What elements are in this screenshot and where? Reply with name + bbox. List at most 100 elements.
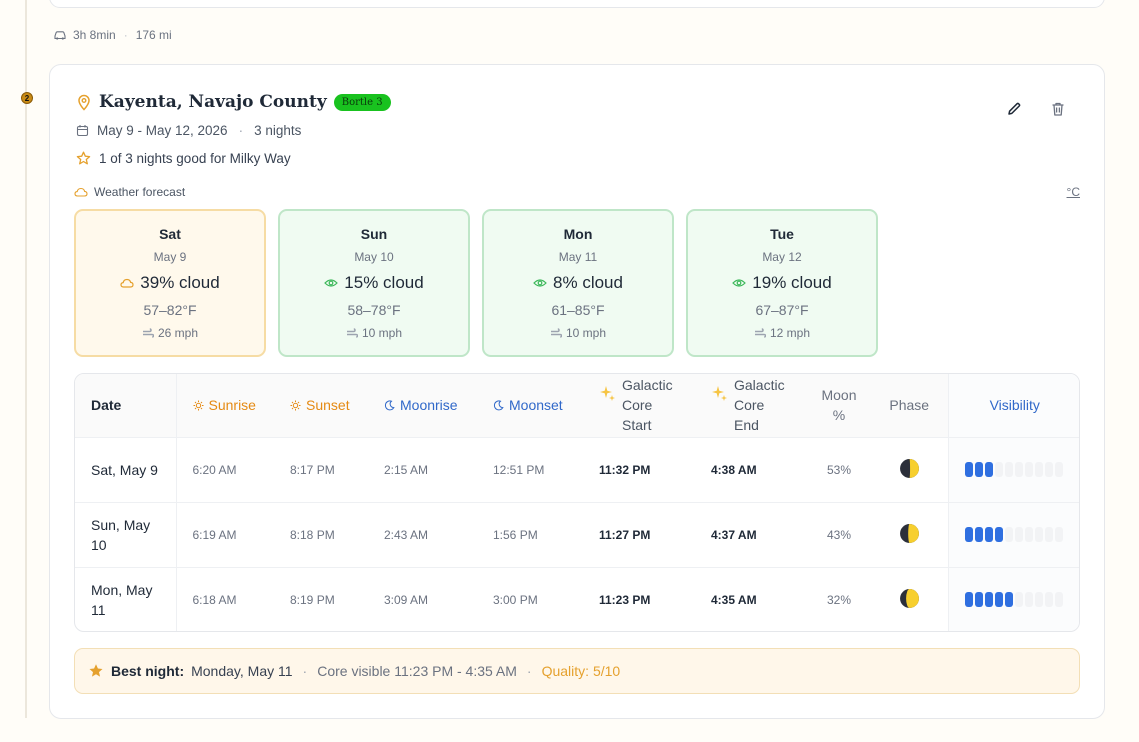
moon-phase-icon [899, 588, 919, 608]
forecast-card-sun[interactable]: Sun May 10 15% cloud 58–78°F 10 mph [278, 209, 470, 357]
forecast-cloud: 39% cloud [76, 273, 264, 293]
col-moonrise[interactable]: Moonrise [368, 374, 477, 437]
moon-lit-part [909, 458, 919, 478]
col-visibility[interactable]: Visibility [947, 374, 1079, 437]
map-pin-icon [78, 94, 90, 111]
visibility-bar-empty [1034, 462, 1043, 477]
row-core-end: 4:38 AM [711, 462, 757, 477]
row-date: Mon, May 11 [75, 567, 177, 631]
wind-icon [346, 328, 358, 338]
delete-button[interactable] [1048, 99, 1068, 119]
calendar-icon [76, 125, 89, 137]
visibility-bar-empty [994, 462, 1003, 477]
table-row[interactable]: Sat, May 9 6:20 AM 8:17 PM 2:15 AM 12:51… [75, 437, 1079, 502]
row-visibility [947, 437, 1079, 502]
table-row[interactable]: Mon, May 11 6:18 AM 8:19 PM 3:09 AM 3:00… [75, 567, 1079, 631]
row-moonset: 1:56 PM [493, 527, 538, 542]
col-core-end-l2: Core [734, 397, 765, 414]
best-night-date: Monday, May 11 [191, 663, 293, 679]
best-night-core: Core visible 11:23 PM - 4:35 AM [317, 663, 517, 679]
drive-separator: · [123, 28, 128, 42]
sun-icon [193, 400, 203, 411]
moon-lit-part [905, 588, 919, 608]
visibility-bar-filled [974, 592, 983, 608]
temperature-unit-toggle[interactable]: °C [1066, 185, 1080, 199]
col-phase[interactable]: Phase [889, 397, 930, 414]
sun-icon [290, 400, 301, 411]
cloud-icon [74, 187, 88, 197]
forecast-card-tue[interactable]: Tue May 12 19% cloud 67–87°F 12 mph [686, 209, 878, 357]
row-sunrise: 6:18 AM [192, 592, 237, 607]
visibility-bar-filled [984, 592, 993, 608]
visibility-bar-empty [1054, 527, 1063, 542]
visibility-bar-empty [1044, 592, 1053, 608]
timeline-line [25, 0, 27, 718]
row-moonrise: 2:15 AM [384, 462, 429, 477]
dates-separator: · [238, 123, 244, 138]
forecast-date: May 12 [762, 250, 802, 264]
trash-icon [1052, 102, 1064, 116]
visibility-bar-empty [1054, 592, 1063, 608]
col-sunrise[interactable]: Sunrise [176, 374, 274, 437]
col-moon-pct-l1: Moon [821, 387, 857, 404]
visibility-bar-empty [1004, 462, 1013, 477]
wind-icon [550, 328, 562, 338]
visibility-bar-empty [1034, 527, 1043, 542]
stop-title-row: Kayenta, Navajo County Bortle 3 [76, 92, 391, 112]
moon-icon [384, 400, 395, 411]
cloud-icon [120, 278, 134, 288]
stop-title: Kayenta, Navajo County [99, 92, 327, 112]
table-header-row: Date Sunrise Sunset Moonrise Moonset [75, 374, 1079, 437]
weather-forecast-title: Weather forecast [94, 185, 186, 199]
col-moon-pct[interactable]: Moon% [807, 374, 871, 437]
best-night-label: Best night: [111, 663, 185, 679]
forecast-card-mon[interactable]: Mon May 11 8% cloud 61–85°F 10 mph [482, 209, 674, 357]
visibility-bar-empty [1004, 527, 1013, 542]
col-sunset-label: Sunset [306, 397, 350, 414]
best-night-quality: Quality: 5/10 [541, 663, 621, 679]
visibility-bar-empty [1044, 527, 1053, 542]
forecast-date: May 9 [153, 250, 187, 264]
moon-icon [493, 400, 504, 411]
stop-nights: 3 nights [254, 123, 302, 138]
col-date[interactable]: Date [75, 374, 177, 437]
forecast-wind-text: 10 mph [361, 326, 403, 340]
row-moonset: 3:00 PM [493, 592, 538, 607]
moon-phase-icon [899, 523, 919, 543]
forecast-temp: 57–82°F [143, 302, 197, 318]
row-moonrise: 2:43 AM [384, 527, 429, 542]
row-date: Sat, May 9 [75, 437, 177, 502]
edit-button[interactable] [1004, 99, 1024, 119]
visibility-bar-empty [1034, 592, 1043, 608]
weather-forecast-label: Weather forecast [74, 185, 185, 199]
row-core-start: 11:27 PM [599, 527, 651, 542]
previous-stop-card[interactable] [49, 0, 1105, 8]
row-core-start: 11:32 PM [599, 462, 651, 477]
col-core-start[interactable]: Galactic Core Start [583, 374, 695, 437]
visibility-bar-filled [994, 592, 1003, 608]
forecast-wind-text: 12 mph [769, 326, 811, 340]
col-moonset[interactable]: Moonset [477, 374, 583, 437]
forecast-cloud-text: 19% cloud [752, 273, 832, 292]
table-row[interactable]: Sun, May 10 6:19 AM 8:18 PM 2:43 AM 1:56… [75, 502, 1080, 567]
col-core-start-l1: Galactic [622, 377, 673, 394]
pencil-icon [1008, 102, 1021, 115]
row-sunset: 8:18 PM [290, 527, 335, 542]
row-sunset: 8:17 PM [290, 462, 335, 477]
sparkles-icon [599, 385, 616, 407]
col-moonrise-label: Moonrise [400, 397, 458, 414]
row-core-start: 11:23 PM [599, 592, 651, 607]
wind-icon [142, 328, 154, 338]
visibility-bars [964, 527, 1080, 542]
forecast-temp: 67–87°F [755, 302, 809, 318]
moon-lit-part [907, 523, 919, 543]
forecast-wind: 26 mph [76, 326, 264, 340]
forecast-card-sat[interactable]: Sat May 9 39% cloud 57–82°F 26 mph [74, 209, 266, 357]
col-core-end[interactable]: Galactic Core End [695, 374, 807, 437]
forecast-cloud-text: 39% cloud [140, 273, 220, 292]
moon-phase-icon [899, 458, 919, 478]
best-night-sep-2: · [526, 663, 532, 679]
forecast-cloud: 19% cloud [688, 273, 876, 293]
drive-distance: 176 mi [135, 28, 172, 42]
col-sunset[interactable]: Sunset [274, 374, 368, 437]
